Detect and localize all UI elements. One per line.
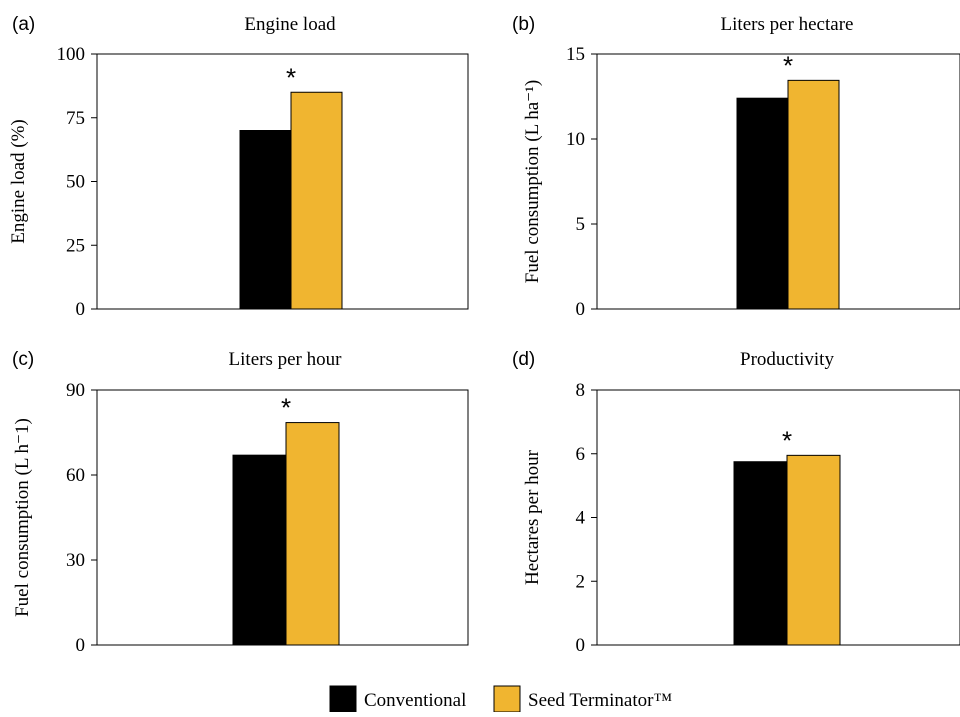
bar-conventional xyxy=(239,130,292,310)
bar-seed-terminator xyxy=(787,79,840,310)
bar-seed-terminator xyxy=(290,91,343,310)
bar-seed-terminator xyxy=(285,422,340,646)
significance-asterisk: * xyxy=(783,50,793,80)
y-tick-label: 0 xyxy=(576,635,586,656)
y-tick-label: 8 xyxy=(576,380,586,401)
chart-title: Liters per hectare xyxy=(721,14,854,35)
significance-asterisk: * xyxy=(281,393,291,423)
y-tick-label: 100 xyxy=(57,44,86,65)
y-tick-label: 25 xyxy=(66,235,85,256)
legend: Conventional Seed Terminator™ xyxy=(329,685,672,713)
y-tick-label: 4 xyxy=(576,508,586,529)
panel-letter: (b) xyxy=(512,14,535,35)
legend-label-conventional: Conventional xyxy=(364,690,466,711)
panel-letter: (a) xyxy=(12,14,35,35)
y-tick-label: 0 xyxy=(76,299,86,320)
y-axis-label: Fuel consumption (L h⁻1) xyxy=(12,418,33,617)
y-tick-label: 90 xyxy=(66,380,85,401)
panel-letter: (d) xyxy=(512,349,535,370)
chart-title: Engine load xyxy=(244,14,336,35)
bar-conventional xyxy=(733,461,788,646)
y-tick-label: 0 xyxy=(76,635,86,656)
chart-panel-a: (a) Engine load 0 25 50 75 100 Engine load (%) * xyxy=(8,14,469,320)
y-tick-label: 50 xyxy=(66,172,85,193)
y-axis-label: Hectares per hour xyxy=(522,449,543,585)
y-axis-label: Fuel consumption (L ha⁻¹) xyxy=(522,80,543,283)
bar-seed-terminator xyxy=(786,454,841,646)
legend-swatch-seed-terminator xyxy=(493,685,521,713)
bar-conventional xyxy=(232,454,287,646)
bar-conventional xyxy=(736,97,789,310)
chart-panel-b: (b) Liters per hectare 0 5 10 15 Fuel consumpt… xyxy=(512,14,960,320)
y-tick-label: 10 xyxy=(566,129,585,150)
y-tick-label: 15 xyxy=(566,44,585,65)
significance-asterisk: * xyxy=(782,425,792,455)
y-tick-label: 5 xyxy=(576,214,586,235)
y-tick-label: 6 xyxy=(576,444,586,465)
y-tick-label: 30 xyxy=(66,550,85,571)
significance-asterisk: * xyxy=(286,62,296,92)
legend-label-seed-terminator: Seed Terminator™ xyxy=(528,690,672,711)
panel-letter: (c) xyxy=(12,349,34,370)
chart-title: Liters per hour xyxy=(229,349,343,370)
chart-panel-c: (c) Liters per hour 0 30 60 90 Fuel consumptio… xyxy=(12,349,469,656)
y-tick-label: 2 xyxy=(576,571,586,592)
y-tick-label: 75 xyxy=(66,108,85,129)
y-tick-label: 0 xyxy=(576,299,586,320)
chart-panel-d: (d) Productivity 0 2 4 6 8 Hectares per hour * xyxy=(512,349,960,656)
legend-swatch-conventional xyxy=(329,685,357,713)
chart-title: Productivity xyxy=(740,349,834,370)
y-axis-label: Engine load (%) xyxy=(8,119,29,244)
y-tick-label: 60 xyxy=(66,465,85,486)
